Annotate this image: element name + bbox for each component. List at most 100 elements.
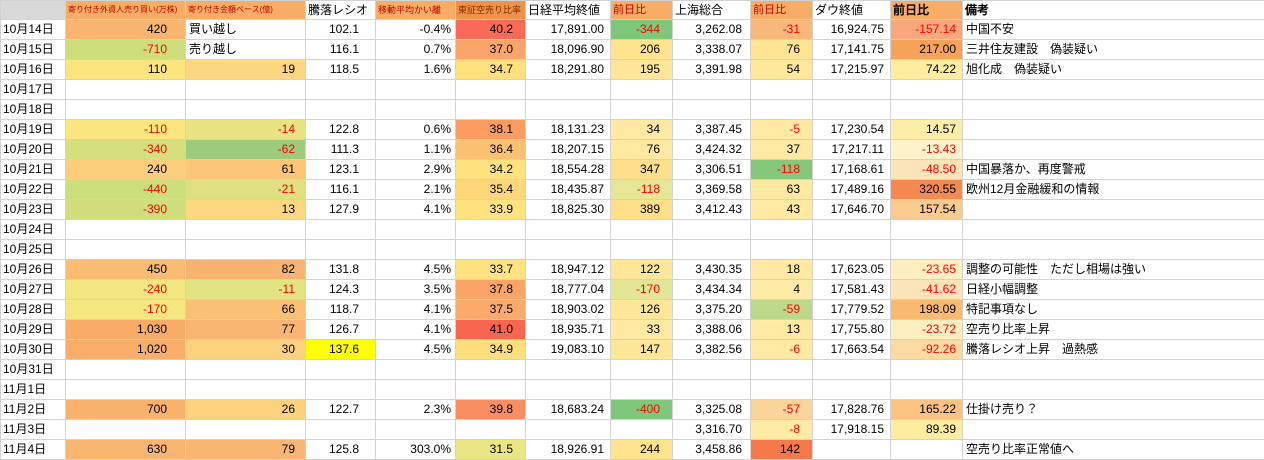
cell-karauri[interactable]: 35.4 (456, 180, 526, 200)
cell-kingaku[interactable]: 66 (186, 300, 306, 320)
cell-shanghai-hi[interactable]: 63 (751, 180, 813, 200)
cell-nikkei[interactable]: 18,207.15 (526, 140, 611, 160)
cell-toraku[interactable]: 122.7 (306, 400, 376, 420)
cell-karauri[interactable]: 33.7 (456, 260, 526, 280)
cell-kairi[interactable] (376, 360, 456, 380)
cell-gaishi[interactable] (66, 80, 186, 100)
cell-toraku[interactable]: 122.8 (306, 120, 376, 140)
cell-gaishi[interactable] (66, 360, 186, 380)
cell-kingaku[interactable] (186, 220, 306, 240)
cell-nikkei[interactable]: 18,947.12 (526, 260, 611, 280)
cell-nikkei-hi[interactable] (611, 220, 673, 240)
cell-shanghai-hi[interactable] (751, 80, 813, 100)
cell-kairi[interactable]: 2.3% (376, 400, 456, 420)
cell-shanghai[interactable] (673, 240, 751, 260)
cell-gaishi[interactable]: 1,020 (66, 340, 186, 360)
cell-dow-hi[interactable] (891, 360, 963, 380)
cell-shanghai[interactable]: 3,338.07 (673, 40, 751, 60)
cell-biko[interactable]: 三井住友建設 偽装疑い (963, 40, 1264, 60)
date-cell[interactable]: 10月20日 (1, 140, 66, 160)
cell-nikkei[interactable]: 18,935.71 (526, 320, 611, 340)
cell-nikkei-hi[interactable]: 244 (611, 440, 673, 460)
cell-biko[interactable] (963, 80, 1264, 100)
cell-dow-hi[interactable] (891, 240, 963, 260)
cell-karauri[interactable]: 37.0 (456, 40, 526, 60)
cell-kairi[interactable] (376, 80, 456, 100)
date-cell[interactable]: 10月14日 (1, 20, 66, 40)
cell-shanghai[interactable] (673, 380, 751, 400)
cell-gaishi[interactable]: 630 (66, 440, 186, 460)
column-header-nikkei[interactable]: 日経平均終値 (526, 1, 611, 20)
cell-kingaku[interactable]: -62 (186, 140, 306, 160)
cell-dow[interactable]: 17,828.76 (813, 400, 891, 420)
cell-gaishi[interactable] (66, 220, 186, 240)
cell-kingaku[interactable]: -14 (186, 120, 306, 140)
date-cell[interactable]: 10月21日 (1, 160, 66, 180)
cell-nikkei-hi[interactable]: -344 (611, 20, 673, 40)
cell-karauri[interactable]: 37.5 (456, 300, 526, 320)
cell-dow-hi[interactable]: -23.72 (891, 320, 963, 340)
cell-dow-hi[interactable]: -48.50 (891, 160, 963, 180)
cell-biko[interactable] (963, 200, 1264, 220)
cell-nikkei[interactable]: 18,096.90 (526, 40, 611, 60)
cell-shanghai-hi[interactable]: -5 (751, 120, 813, 140)
cell-nikkei[interactable]: 18,903.02 (526, 300, 611, 320)
cell-nikkei-hi[interactable]: 389 (611, 200, 673, 220)
cell-kairi[interactable]: 4.1% (376, 300, 456, 320)
cell-shanghai[interactable] (673, 360, 751, 380)
cell-gaishi[interactable]: -440 (66, 180, 186, 200)
cell-nikkei-hi[interactable]: 206 (611, 40, 673, 60)
cell-biko[interactable]: 日経小幅調整 (963, 280, 1264, 300)
cell-nikkei-hi[interactable]: -400 (611, 400, 673, 420)
cell-toraku[interactable]: 116.1 (306, 180, 376, 200)
cell-toraku[interactable] (306, 80, 376, 100)
date-cell[interactable]: 11月2日 (1, 400, 66, 420)
cell-nikkei-hi[interactable]: 122 (611, 260, 673, 280)
cell-biko[interactable] (963, 120, 1264, 140)
cell-dow-hi[interactable]: -157.14 (891, 20, 963, 40)
cell-shanghai[interactable]: 3,388.06 (673, 320, 751, 340)
cell-gaishi[interactable]: -390 (66, 200, 186, 220)
cell-karauri[interactable]: 36.4 (456, 140, 526, 160)
cell-nikkei-hi[interactable]: 195 (611, 60, 673, 80)
cell-shanghai[interactable]: 3,325.08 (673, 400, 751, 420)
cell-shanghai[interactable]: 3,369.58 (673, 180, 751, 200)
cell-biko[interactable]: 騰落レシオ上昇 過熱感 (963, 340, 1264, 360)
column-header-nikkei-hi[interactable]: 前日比 (611, 1, 673, 20)
cell-nikkei[interactable] (526, 420, 611, 440)
cell-kingaku[interactable]: 79 (186, 440, 306, 460)
cell-kairi[interactable]: 2.1% (376, 180, 456, 200)
cell-shanghai-hi[interactable] (751, 220, 813, 240)
cell-shanghai-hi[interactable]: 13 (751, 320, 813, 340)
cell-gaishi[interactable]: -170 (66, 300, 186, 320)
cell-shanghai-hi[interactable]: -57 (751, 400, 813, 420)
cell-dow-hi[interactable]: -13.43 (891, 140, 963, 160)
cell-nikkei-hi[interactable]: 34 (611, 120, 673, 140)
cell-shanghai-hi[interactable] (751, 100, 813, 120)
cell-karauri[interactable] (456, 240, 526, 260)
date-cell[interactable]: 11月1日 (1, 380, 66, 400)
cell-kingaku[interactable]: -11 (186, 280, 306, 300)
cell-toraku[interactable]: 126.7 (306, 320, 376, 340)
date-cell[interactable]: 10月29日 (1, 320, 66, 340)
cell-kingaku[interactable]: 82 (186, 260, 306, 280)
date-cell[interactable]: 11月3日 (1, 420, 66, 440)
cell-gaishi[interactable]: 420 (66, 20, 186, 40)
cell-nikkei-hi[interactable] (611, 80, 673, 100)
cell-dow-hi[interactable] (891, 380, 963, 400)
cell-nikkei[interactable]: 18,777.04 (526, 280, 611, 300)
cell-kingaku[interactable] (186, 380, 306, 400)
cell-dow[interactable] (813, 220, 891, 240)
cell-karauri[interactable] (456, 420, 526, 440)
cell-shanghai[interactable]: 3,434.34 (673, 280, 751, 300)
cell-kairi[interactable]: -0.4% (376, 20, 456, 40)
date-cell[interactable]: 10月15日 (1, 40, 66, 60)
cell-kairi[interactable]: 4.1% (376, 320, 456, 340)
cell-dow[interactable]: 17,215.97 (813, 60, 891, 80)
cell-toraku[interactable]: 137.6 (306, 340, 376, 360)
cell-biko[interactable]: 調整の可能性 ただし相場は強い (963, 260, 1264, 280)
cell-biko[interactable] (963, 420, 1264, 440)
cell-dow[interactable]: 17,663.54 (813, 340, 891, 360)
cell-nikkei-hi[interactable] (611, 240, 673, 260)
date-cell[interactable]: 10月17日 (1, 80, 66, 100)
